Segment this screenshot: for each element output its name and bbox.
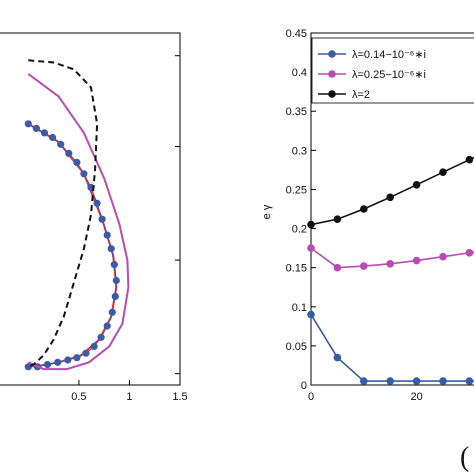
legend-label-0: λ=0.14−10⁻⁶∗i (352, 49, 426, 61)
left-series-1-point-16 (108, 308, 116, 316)
left-series-1-point-10 (98, 215, 106, 223)
right-series-2-point-2 (360, 205, 368, 213)
right-y-tick-label-7: 0.35 (286, 106, 307, 118)
left-x-tick-label-1: 1 (126, 391, 132, 403)
right-axis-ticks: 00.050.10.150.20.250.30.350.40.4502040 (286, 28, 423, 403)
right-chart: e γ 0 0.05 0.1 0.15 0.2 0.25 0.3 0.35 0.4 0.45 0 20… (261, 28, 474, 403)
left-chart: 0.5 1 1.5 (0, 32, 188, 403)
y-axis-label: e γ (261, 204, 273, 219)
left-series-1-point-3 (49, 133, 57, 142)
right-y-tick-label-4: 0.2 (292, 224, 307, 236)
right-series-group (307, 155, 474, 385)
right-series-1-point-5 (439, 252, 447, 261)
right-series-2-point-4 (412, 181, 421, 189)
left-series-1-point-17 (103, 322, 111, 330)
legend-swatch-marker-2 (328, 90, 336, 98)
right-y-tick-label-9: 0.45 (286, 28, 307, 40)
left-x-tick-label-0: 0.5 (71, 391, 86, 403)
right-x-tick-label-1: 20 (410, 391, 422, 403)
right-series-0-point-2 (360, 377, 368, 385)
left-series-1-point-14 (112, 276, 120, 285)
left-series-1-point-7 (80, 170, 88, 178)
left-series-1-point-9 (93, 199, 101, 207)
legend-label-1: λ=0.25−10⁻⁶∗i (352, 69, 426, 81)
right-series-0-point-5 (439, 377, 447, 385)
right-series-1-point-2 (360, 262, 368, 270)
right-series-0-point-6 (465, 377, 474, 385)
left-series-1-point-18 (97, 333, 105, 341)
left-series-1-point-6 (73, 158, 81, 166)
legend-swatch-marker-1 (328, 70, 336, 78)
left-x-tick-label-2: 1.5 (172, 391, 187, 403)
left-x-ticks: 0.5 1 1.5 (71, 55, 188, 403)
left-series-2-line (27, 73, 130, 371)
left-series-1-point-11 (103, 231, 111, 239)
left-series-1-point-23 (54, 358, 62, 366)
legend-label-2: λ=2 (352, 89, 370, 101)
legend-items: λ=0.14−10⁻⁶∗i λ=0.25−10⁻⁶∗i λ=2 (318, 49, 426, 101)
legend-box (311, 37, 474, 104)
right-series-1-point-4 (412, 256, 421, 265)
left-series-1-point-19 (90, 342, 98, 350)
left-series-1-point-20 (82, 349, 90, 357)
right-series-1-point-0 (307, 244, 315, 252)
right-y-tick-label-3: 0.15 (286, 263, 307, 275)
right-series-2-point-5 (439, 168, 447, 176)
right-series-0-point-1 (333, 353, 342, 362)
left-series-3-line (27, 59, 99, 368)
left-series-1-point-13 (110, 261, 118, 269)
right-y-tick-label-6: 0.3 (292, 145, 307, 157)
right-series-0-point-4 (412, 377, 421, 385)
left-series-1-point-4 (57, 140, 65, 148)
left-series-1-point-12 (107, 245, 115, 253)
right-y-tick-label-8: 0.4 (292, 67, 307, 79)
left-series-1-point-24 (43, 361, 52, 369)
right-y-tick-label-5: 0.25 (286, 184, 307, 196)
left-series-1-point-0 (24, 120, 32, 128)
right-series-2-point-0 (307, 220, 315, 229)
caption-fragment: ( (460, 442, 469, 473)
left-series-1-point-15 (111, 292, 119, 300)
right-series-0-line (310, 314, 474, 382)
left-series-1-point-2 (40, 129, 49, 137)
right-y-tick-label-1: 0.05 (286, 341, 307, 353)
right-y-tick-label-0: 0 (301, 380, 307, 392)
right-plot-frame (310, 32, 474, 386)
left-series-1-point-21 (73, 354, 81, 362)
left-plot-frame (0, 32, 181, 386)
left-series-1-point-1 (32, 124, 41, 132)
right-series-0-point-0 (307, 310, 315, 319)
right-x-tick-label-0: 0 (308, 391, 314, 403)
left-series-1-point-26 (24, 363, 32, 371)
right-series-1-point-1 (333, 263, 342, 272)
right-series-1-point-6 (465, 249, 474, 257)
right-series-2-point-1 (333, 215, 342, 223)
right-series-2-point-3 (386, 193, 395, 202)
right-y-tick-label-2: 0.1 (292, 302, 307, 314)
legend: λ=0.14−10⁻⁶∗i λ=0.25−10⁻⁶∗i λ=2 (311, 37, 474, 104)
right-series-2-point-6 (465, 155, 474, 164)
right-series-2-line (310, 156, 474, 226)
left-series-group (24, 59, 130, 371)
legend-swatch-marker-0 (328, 50, 336, 58)
left-series-1-point-5 (65, 149, 73, 157)
left-series-1-point-22 (64, 356, 72, 364)
left-series-0-line (27, 122, 118, 368)
right-series-1-point-3 (386, 260, 395, 268)
right-series-0-point-3 (386, 377, 395, 385)
